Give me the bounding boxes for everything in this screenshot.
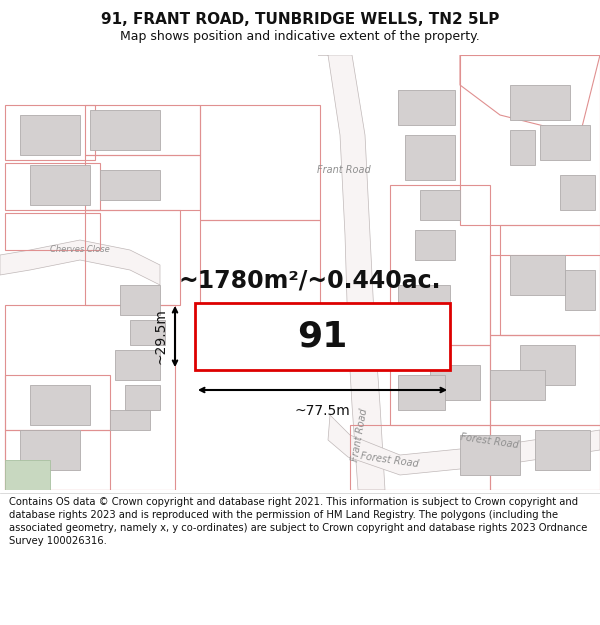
Polygon shape xyxy=(460,435,520,475)
Text: Contains OS data © Crown copyright and database right 2021. This information is : Contains OS data © Crown copyright and d… xyxy=(9,497,587,546)
Polygon shape xyxy=(100,170,160,200)
Text: 91: 91 xyxy=(298,319,347,354)
Polygon shape xyxy=(125,385,160,410)
Polygon shape xyxy=(560,175,595,210)
Polygon shape xyxy=(398,285,450,330)
Text: Frant Road: Frant Road xyxy=(350,408,370,462)
Polygon shape xyxy=(90,110,160,150)
Polygon shape xyxy=(30,165,90,205)
Text: Frant Road: Frant Road xyxy=(317,165,371,175)
Polygon shape xyxy=(328,415,600,475)
Text: ~77.5m: ~77.5m xyxy=(295,404,350,418)
Polygon shape xyxy=(110,410,150,430)
Text: Cherves Close: Cherves Close xyxy=(50,246,110,254)
Text: ~1780m²/~0.440ac.: ~1780m²/~0.440ac. xyxy=(179,268,441,292)
Polygon shape xyxy=(0,240,160,285)
Polygon shape xyxy=(5,460,50,490)
Polygon shape xyxy=(30,385,90,425)
Polygon shape xyxy=(20,430,80,470)
Text: Forest Road: Forest Road xyxy=(360,451,420,469)
Text: ~29.5m: ~29.5m xyxy=(153,309,167,364)
Text: Forest Road: Forest Road xyxy=(460,432,520,450)
Polygon shape xyxy=(430,365,480,400)
Text: Map shows position and indicative extent of the property.: Map shows position and indicative extent… xyxy=(120,30,480,43)
Polygon shape xyxy=(490,370,545,400)
Polygon shape xyxy=(510,255,565,295)
Polygon shape xyxy=(398,335,445,365)
Polygon shape xyxy=(540,125,590,160)
Bar xyxy=(195,303,450,370)
Text: 91, FRANT ROAD, TUNBRIDGE WELLS, TN2 5LP: 91, FRANT ROAD, TUNBRIDGE WELLS, TN2 5LP xyxy=(101,12,499,27)
Polygon shape xyxy=(565,270,595,310)
Polygon shape xyxy=(535,430,590,470)
Polygon shape xyxy=(120,285,160,315)
Polygon shape xyxy=(415,230,455,260)
Polygon shape xyxy=(398,375,445,410)
Polygon shape xyxy=(520,345,575,385)
Polygon shape xyxy=(510,130,535,165)
Polygon shape xyxy=(420,190,460,220)
Polygon shape xyxy=(115,350,160,380)
Polygon shape xyxy=(130,320,165,345)
Polygon shape xyxy=(398,90,455,125)
Polygon shape xyxy=(20,115,80,155)
Polygon shape xyxy=(405,135,455,180)
Polygon shape xyxy=(510,85,570,120)
Polygon shape xyxy=(318,55,385,490)
